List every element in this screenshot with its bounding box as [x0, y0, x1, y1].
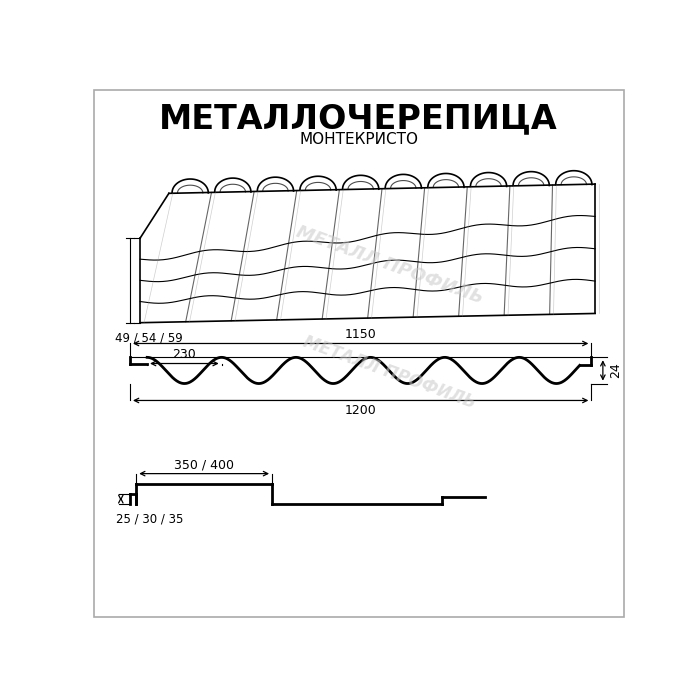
Text: 1200: 1200 [345, 403, 377, 416]
Text: МЕТАЛЛ ПРОФИЛЬ: МЕТАЛЛ ПРОФИЛЬ [301, 333, 479, 412]
Text: МЕТАЛЛОЧЕРЕПИЦА: МЕТАЛЛОЧЕРЕПИЦА [160, 102, 558, 135]
Text: 230: 230 [172, 348, 196, 361]
Text: 24: 24 [609, 363, 622, 378]
Text: МЕТАЛЛ ПРОФИЛЬ: МЕТАЛЛ ПРОФИЛЬ [294, 223, 486, 307]
Text: 25 / 30 / 35: 25 / 30 / 35 [116, 513, 183, 526]
Text: МОНТЕКРИСТО: МОНТЕКРИСТО [300, 132, 419, 147]
Text: 1150: 1150 [345, 328, 377, 341]
Text: 350 / 400: 350 / 400 [174, 458, 234, 471]
Text: 49 / 54 / 59: 49 / 54 / 59 [115, 332, 183, 345]
